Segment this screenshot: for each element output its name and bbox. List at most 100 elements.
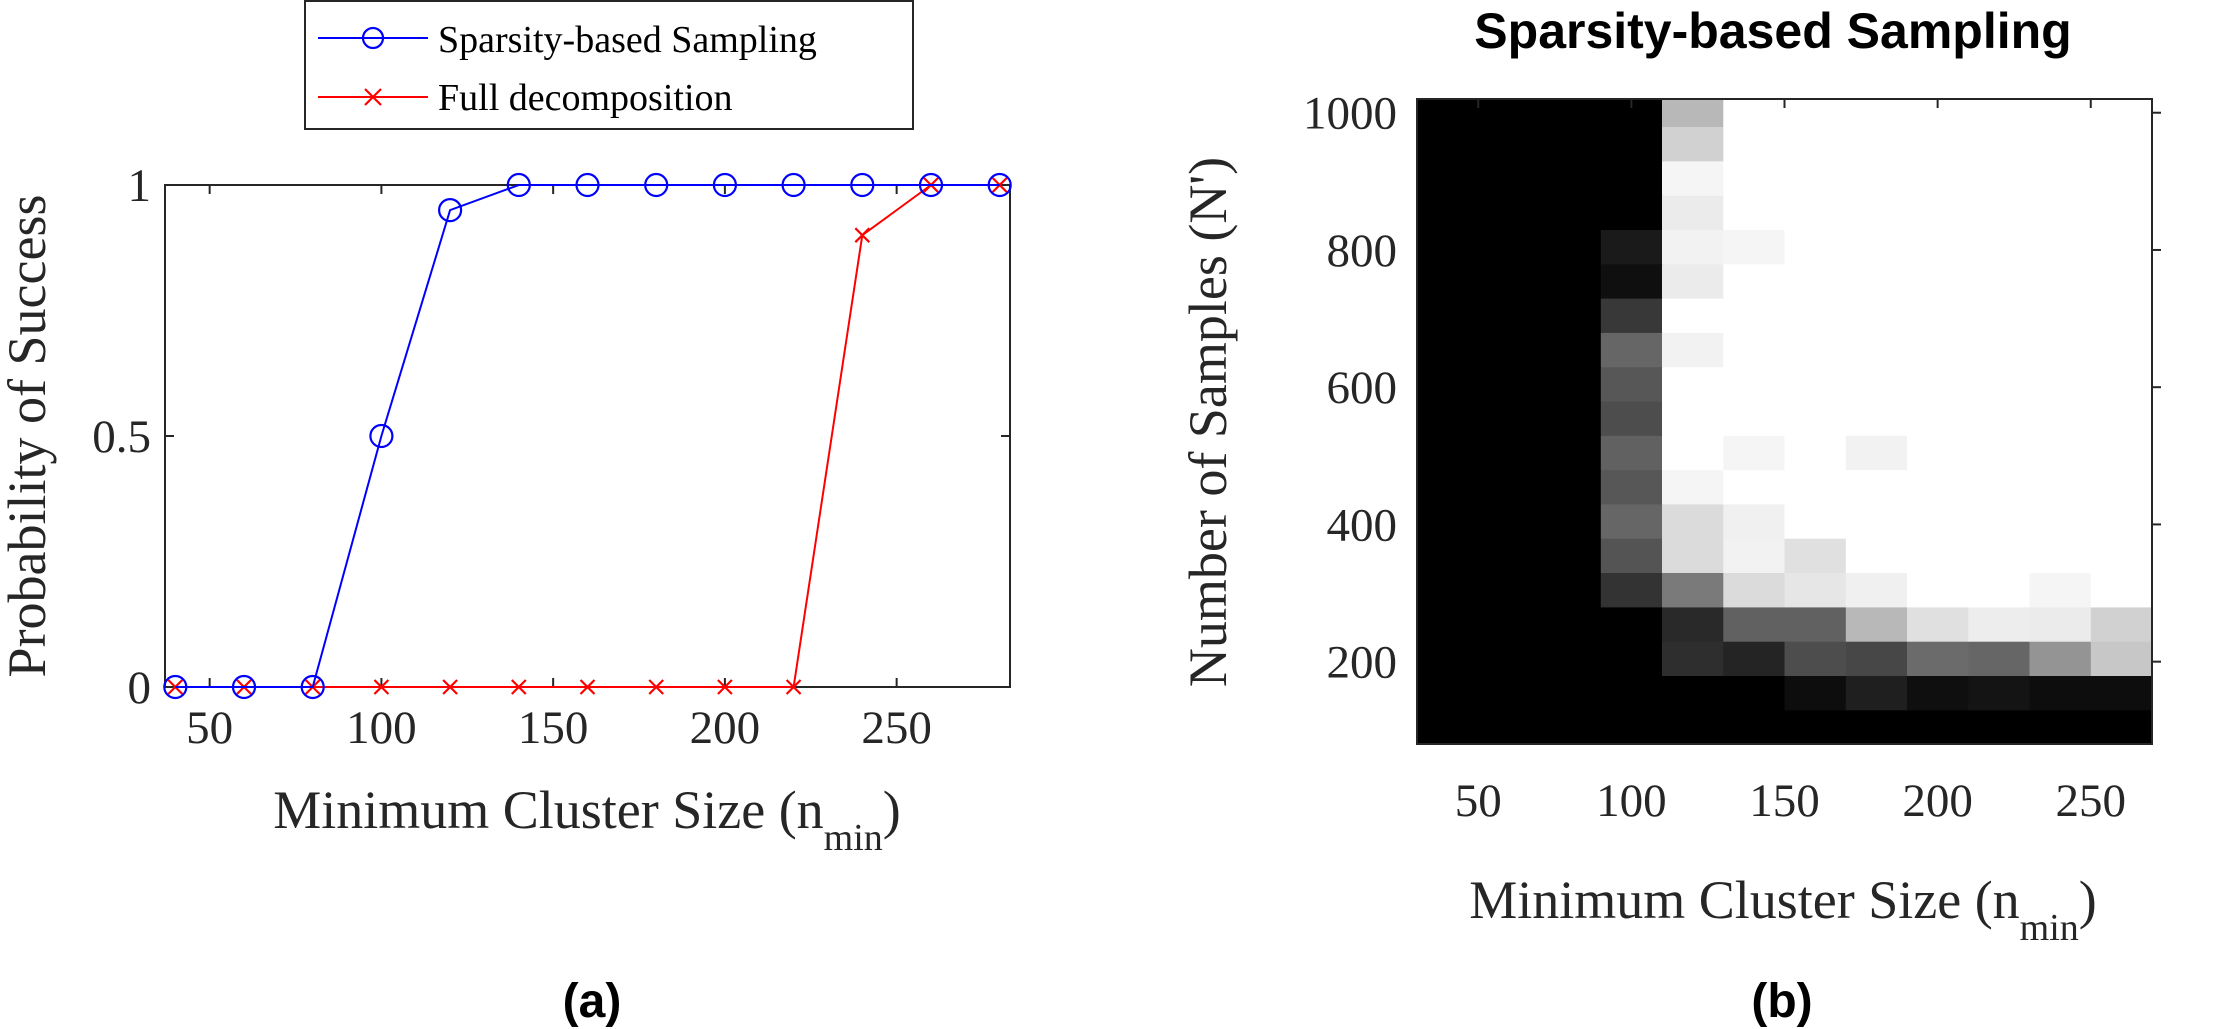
panel-b-x-tick-label: 50 bbox=[1455, 775, 1502, 827]
heatmap-cell bbox=[1845, 126, 1908, 162]
panel-a-x-tick-label: 50 bbox=[186, 702, 233, 754]
heatmap-cell bbox=[1723, 366, 1786, 402]
panel-a-x-tick-label: 250 bbox=[861, 702, 932, 754]
panel-a-x-tick-labels: 50 100 150 200 250 bbox=[186, 702, 932, 754]
heatmap-cell bbox=[1417, 332, 1479, 368]
legend-label-full: Full decomposition bbox=[438, 77, 733, 119]
heatmap-cell bbox=[1723, 572, 1786, 608]
data-point-x bbox=[511, 679, 527, 695]
heatmap-cell bbox=[1907, 675, 1969, 711]
heatmap-cell bbox=[1662, 195, 1724, 230]
panel-a-y-tick-label: 1 bbox=[128, 160, 152, 212]
heatmap-cell bbox=[1478, 160, 1541, 196]
heatmap-cell bbox=[1600, 641, 1663, 676]
heatmap-cell bbox=[1723, 229, 1786, 265]
heatmap-cell bbox=[2029, 332, 2092, 368]
heatmap-cell bbox=[1784, 606, 1847, 642]
heatmap-cell bbox=[2090, 332, 2153, 368]
heatmap-cell bbox=[1478, 469, 1541, 505]
heatmap-cell bbox=[1784, 641, 1847, 676]
heatmap-cell bbox=[1723, 503, 1786, 539]
heatmap-cell bbox=[1600, 572, 1663, 608]
heatmap-cell bbox=[1539, 435, 1602, 471]
panel-b-y-tick-label: 1000 bbox=[1303, 88, 1397, 140]
heatmap-cell bbox=[1662, 469, 1724, 505]
heatmap-cell bbox=[1417, 606, 1479, 642]
series-line bbox=[175, 184, 1000, 688]
heatmap-cell bbox=[1478, 126, 1541, 162]
panel-b-heatmap-cells bbox=[1417, 99, 2153, 745]
heatmap-cell bbox=[1907, 641, 1969, 676]
heatmap-cell bbox=[2090, 572, 2153, 608]
heatmap-cell bbox=[1478, 503, 1541, 539]
heatmap-cell bbox=[1845, 400, 1908, 436]
heatmap-cell bbox=[1662, 641, 1724, 676]
heatmap-cell bbox=[1968, 538, 2031, 573]
heatmap-cell bbox=[1968, 572, 2031, 608]
heatmap-cell bbox=[1478, 435, 1541, 471]
panel-b-y-tick-label: 200 bbox=[1327, 637, 1398, 689]
heatmap-cell bbox=[1417, 160, 1479, 196]
heatmap-cell bbox=[2090, 229, 2153, 265]
heatmap-cell bbox=[1478, 195, 1541, 230]
heatmap-cell bbox=[1539, 195, 1602, 230]
heatmap-cell bbox=[1478, 229, 1541, 265]
heatmap-cell bbox=[1784, 469, 1847, 505]
panel-a-plot-area bbox=[164, 184, 1011, 688]
heatmap-cell bbox=[1784, 229, 1847, 265]
heatmap-cell bbox=[1723, 126, 1786, 162]
panel-b-y-axis-label: Number of Samples (N') bbox=[1178, 157, 1238, 687]
heatmap-cell bbox=[1417, 538, 1479, 573]
panel-a-series bbox=[163, 172, 1012, 700]
heatmap-cell bbox=[1600, 469, 1663, 505]
heatmap-cell bbox=[1845, 641, 1908, 676]
heatmap-cell bbox=[2029, 400, 2092, 436]
heatmap-cell bbox=[1539, 263, 1602, 299]
panel-a-x-axis-label: Minimum Cluster Size (nmin) bbox=[273, 780, 901, 859]
heatmap-cell bbox=[1539, 675, 1602, 711]
panel-b-y-tick-label: 800 bbox=[1327, 225, 1398, 277]
heatmap-cell bbox=[1723, 641, 1786, 676]
heatmap-cell bbox=[1600, 400, 1663, 436]
heatmap-cell bbox=[1600, 538, 1663, 573]
heatmap-cell bbox=[2029, 538, 2092, 573]
heatmap-cell bbox=[1539, 229, 1602, 265]
heatmap-cell bbox=[1723, 195, 1786, 230]
heatmap-cell bbox=[1478, 99, 1541, 127]
heatmap-cell bbox=[2090, 538, 2153, 573]
heatmap-cell bbox=[1417, 503, 1479, 539]
heatmap-cell bbox=[1784, 332, 1847, 368]
heatmap-cell bbox=[1907, 263, 1969, 299]
heatmap-cell bbox=[1478, 332, 1541, 368]
heatmap-cell bbox=[1478, 709, 1541, 745]
heatmap-cell bbox=[1968, 229, 2031, 265]
heatmap-cell bbox=[2029, 160, 2092, 196]
data-point-circle bbox=[918, 172, 944, 198]
heatmap-cell bbox=[1723, 469, 1786, 505]
heatmap-cell bbox=[1539, 606, 1602, 642]
legend-box bbox=[304, 0, 914, 130]
heatmap-cell bbox=[2090, 195, 2153, 230]
panel-a-y-axis-label: Probability of Success bbox=[0, 195, 57, 678]
heatmap-cell bbox=[1845, 229, 1908, 265]
data-point-circle bbox=[300, 674, 325, 700]
heatmap-cell bbox=[1784, 538, 1847, 573]
heatmap-cell bbox=[1907, 400, 1969, 436]
panel-b-ticks bbox=[1477, 99, 2161, 663]
heatmap-cell bbox=[1784, 400, 1847, 436]
heatmap-cell bbox=[1417, 400, 1479, 436]
panel-b-y-tick-label: 600 bbox=[1327, 362, 1398, 414]
heatmap-cell bbox=[1784, 503, 1847, 539]
heatmap-cell bbox=[1539, 709, 1602, 745]
data-point-x bbox=[373, 679, 390, 695]
heatmap-cell bbox=[1600, 298, 1663, 333]
panel-b: Sparsity-based Sampling 50 100 150 200 250 2… bbox=[1178, 3, 2161, 949]
heatmap-cell bbox=[1723, 675, 1786, 711]
panel-a-y-tick-label: 0 bbox=[128, 662, 152, 714]
heatmap-cell bbox=[1539, 469, 1602, 505]
heatmap-cell bbox=[1417, 675, 1479, 711]
heatmap-cell bbox=[2090, 641, 2153, 676]
heatmap-cell bbox=[1662, 503, 1724, 539]
heatmap-cell bbox=[1968, 298, 2031, 333]
